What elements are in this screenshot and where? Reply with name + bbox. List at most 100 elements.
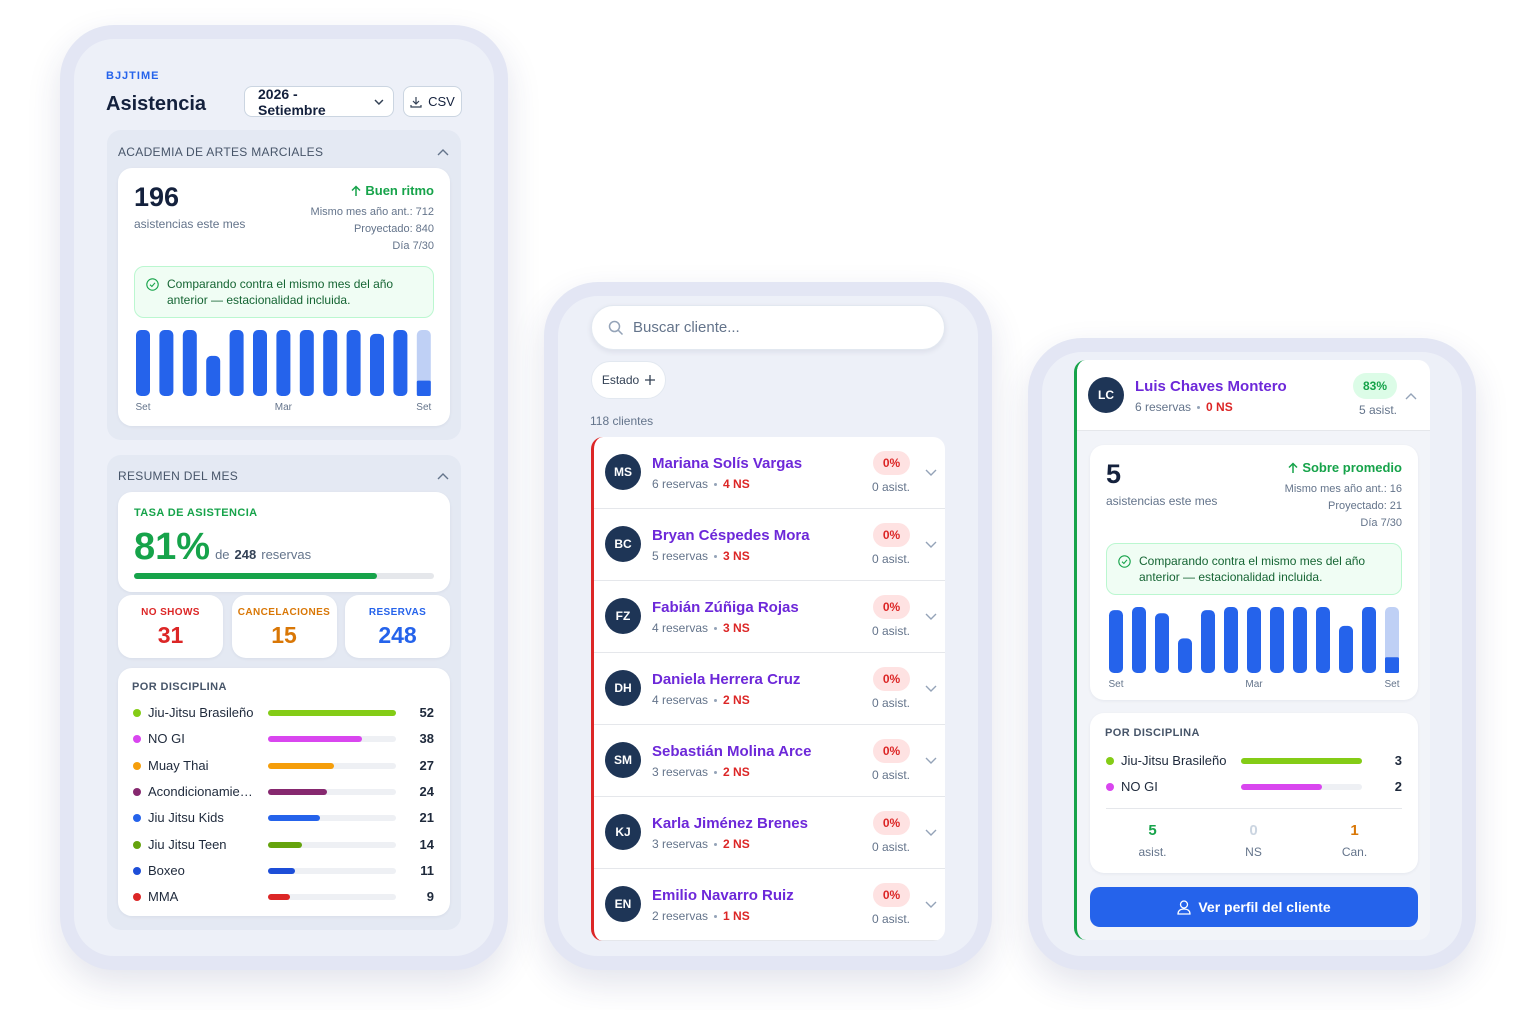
discipline-bar — [268, 762, 335, 769]
client-row[interactable]: MS Mariana Solís Vargas 6 reservas 4 NS 0% 0 … — [594, 437, 945, 509]
status-filter[interactable]: Estado — [591, 361, 666, 399]
csv-label: CSV — [428, 94, 455, 109]
chevron-shape — [1405, 393, 1417, 400]
chevron-shape — [925, 685, 937, 692]
comparison-note: Comparando contra el mismo mes del año a… — [134, 266, 434, 318]
client-row[interactable]: SM Sebastián Molina Arce 3 reservas 2 NS 0% 0… — [594, 725, 945, 797]
bar — [1178, 638, 1192, 673]
period-select[interactable]: 2026 - Setiembre — [244, 86, 394, 118]
phone-frame: LC Luis Chaves Montero 6 reservas 0 NS 83% 5 … — [1028, 338, 1476, 970]
total-label: NS — [1245, 845, 1262, 859]
discipline-dot — [133, 787, 141, 796]
discipline-value: 52 — [419, 705, 434, 720]
plus-shape — [645, 375, 656, 385]
stat-line-value: 21 — [1389, 500, 1402, 512]
search-icon — [608, 320, 624, 335]
client-header[interactable]: LC Luis Chaves Montero 6 reservas 0 NS 83% 5 … — [1077, 360, 1430, 431]
discipline-value: 3 — [1394, 753, 1402, 768]
x-tick-label: Mar — [1245, 679, 1263, 690]
client-stats-card: 5 asistencias este mes Sobre promedio Mismo… — [1090, 445, 1418, 700]
total-label: Can. — [1341, 845, 1368, 859]
client-reservations: 4 reservas — [652, 693, 709, 707]
search-box[interactable]: Buscar cliente... — [591, 305, 945, 350]
client-no-shows: 2 NS — [723, 765, 750, 779]
total-value: 1 — [1350, 822, 1359, 839]
client-avatar: EN — [605, 886, 641, 922]
profile-button[interactable]: Ver perfil del cliente — [1090, 887, 1418, 927]
trend-arrow — [1288, 461, 1298, 473]
user-icon — [1177, 899, 1192, 915]
expand-chevron[interactable] — [925, 613, 937, 621]
expand-chevron[interactable] — [925, 541, 937, 549]
total-value: 0 — [1249, 822, 1258, 839]
rate-bar — [134, 573, 377, 579]
expand-chevron[interactable] — [925, 469, 937, 477]
client-name: Fabián Zúñiga Rojas — [652, 599, 799, 616]
discipline-bar — [268, 736, 362, 743]
client-attended: 0 asist. — [871, 480, 910, 494]
trend-arrow — [351, 184, 361, 196]
expand-chevron[interactable] — [925, 685, 937, 693]
client-attended: 0 asist. — [871, 840, 910, 854]
total-label: asist. — [1138, 845, 1167, 859]
search-lens — [608, 320, 621, 332]
expand-chevron[interactable] — [925, 901, 937, 909]
client-row[interactable]: DH Daniela Herrera Cruz 4 reservas 2 NS 0% 0 … — [594, 653, 945, 725]
rate-heading: TASA DE ASISTENCIA — [134, 507, 258, 519]
client-no-shows: 3 NS — [723, 549, 750, 563]
rate-value: 81% — [134, 526, 211, 568]
discipline-card: POR DISCIPLINA Jiu-Jitsu Brasileño 3 NO GI 2… — [1090, 713, 1418, 873]
expand-chevron[interactable] — [925, 757, 937, 765]
client-row[interactable]: BC Bryan Céspedes Mora 5 reservas 3 NS 0% 0 a… — [594, 509, 945, 581]
client-attended: 0 asist. — [871, 624, 910, 638]
bar — [416, 380, 431, 396]
stat-line: Mismo mes año ant.: 16 — [1285, 482, 1402, 496]
check-icon — [1118, 555, 1131, 568]
discipline-dot — [133, 814, 141, 823]
client-row[interactable]: EN Emilio Navarro Ruiz 2 reservas 1 NS 0% 0 a… — [594, 869, 945, 941]
discipline-track — [268, 815, 396, 822]
expand-chevron[interactable] — [925, 829, 937, 837]
bar — [1201, 610, 1215, 673]
client-no-shows: 2 NS — [723, 693, 750, 707]
filter-label: Estado — [601, 373, 640, 387]
summary-section: RESUMEN DEL MES TASA DE ASISTENCIA 81% d… — [107, 455, 461, 930]
client-avatar: LC — [1088, 377, 1124, 413]
client-row[interactable]: KJ Karla Jiménez Brenes 3 reservas 2 NS 0% 0 … — [594, 797, 945, 869]
discipline-dot — [133, 893, 141, 902]
client-no-shows: 2 NS — [723, 837, 750, 851]
collapse-chevron[interactable] — [437, 148, 449, 156]
x-tick-label: Mar — [275, 402, 293, 413]
discipline-bar — [1241, 784, 1322, 790]
discipline-value: 24 — [419, 783, 434, 799]
discipline-track — [268, 867, 396, 874]
stat-value: 15 — [271, 622, 297, 648]
bar — [346, 330, 361, 396]
stat-label: CANCELACIONES — [237, 607, 331, 618]
trend-label: Sobre promedio — [1302, 460, 1402, 475]
check-mark — [1121, 559, 1128, 565]
client-avatar: BC — [605, 526, 641, 562]
discipline-dot — [133, 761, 141, 770]
bar — [276, 330, 291, 396]
collapse-chevron[interactable] — [437, 472, 449, 480]
bar — [1132, 607, 1146, 673]
chevron-shape — [925, 541, 937, 548]
client-avatar: MS — [605, 454, 641, 490]
discipline-name: Muay Thai — [148, 757, 209, 773]
expand-chevron[interactable] — [1405, 392, 1417, 400]
brand: BJJTIME — [106, 70, 160, 82]
csv-button[interactable]: CSV — [403, 86, 462, 117]
client-row[interactable]: FZ Fabián Zúñiga Rojas 4 reservas 3 NS 0% 0 a… — [594, 581, 945, 653]
projected-bar — [1385, 607, 1399, 673]
monthly-chart: Set Mar Set — [135, 330, 432, 413]
separator-dot — [714, 698, 718, 702]
bar — [1316, 607, 1330, 673]
separator-dot — [714, 842, 718, 846]
discipline-value: 21 — [419, 810, 434, 826]
x-tick-label: Set — [1384, 679, 1399, 690]
client-no-shows: 1 NS — [723, 909, 750, 923]
client-avatar: DH — [605, 670, 641, 706]
client-rate: 0% — [873, 523, 910, 547]
